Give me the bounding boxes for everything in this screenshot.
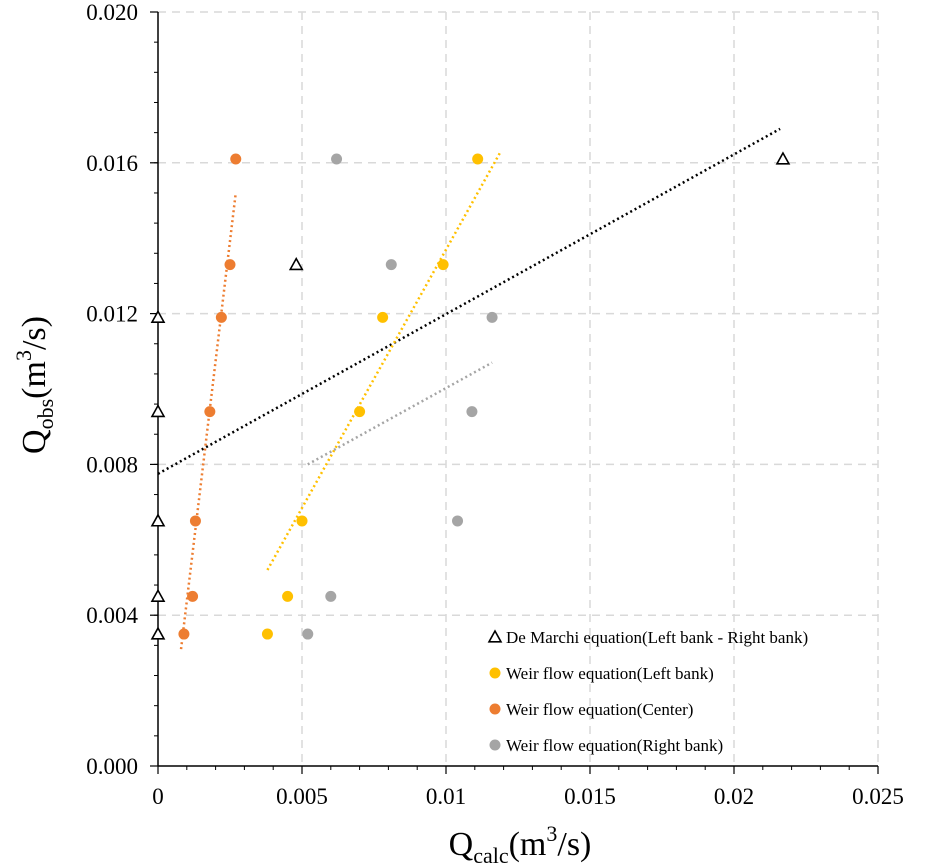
y-tick-label: 0.020 <box>86 0 138 25</box>
data-point-circle <box>331 153 343 165</box>
x-tick-label: 0.02 <box>714 784 754 809</box>
legend-label: Weir flow equation(Right bank) <box>506 736 723 755</box>
data-point-circle <box>452 515 464 527</box>
data-point-triangle <box>150 309 166 323</box>
data-point-circle <box>377 311 389 323</box>
legend-label: Weir flow equation(Left bank) <box>506 664 714 683</box>
data-point-circle <box>385 259 397 271</box>
data-point-circle <box>296 515 308 527</box>
data-point-circle <box>354 406 366 418</box>
data-point-circle <box>189 515 201 527</box>
x-axis-title: Qcalc(m3/s) <box>449 821 592 864</box>
axes <box>150 11 879 774</box>
data-points <box>150 151 791 640</box>
data-point-triangle <box>150 513 166 527</box>
data-point-circle <box>466 406 478 418</box>
x-tick-label: 0.01 <box>426 784 466 809</box>
y-tick-label: 0.004 <box>86 603 138 628</box>
data-point-circle <box>215 311 227 323</box>
legend-marker-triangle <box>487 629 503 643</box>
trendlines <box>157 127 781 650</box>
y-tick-label: 0.016 <box>86 151 138 176</box>
tick-labels: 0 0.005 0.01 0.015 0.02 0.025 0.000 0.004 0.008 0… <box>86 0 904 809</box>
data-point-triangle <box>150 626 166 640</box>
legend-label: Weir flow equation(Center) <box>506 700 693 719</box>
data-point-circle <box>282 590 294 602</box>
data-point-circle <box>230 153 242 165</box>
data-point-circle <box>486 311 498 323</box>
data-point-circle <box>204 406 216 418</box>
y-tick-label: 0.008 <box>86 452 138 477</box>
grid-lines <box>158 11 879 766</box>
data-point-circle <box>261 628 273 640</box>
data-point-circle <box>178 628 190 640</box>
legend-label: De Marchi equation(Left bank - Right ban… <box>506 628 808 647</box>
x-tick-label: 0.015 <box>564 784 616 809</box>
x-tick-label: 0 <box>152 784 164 809</box>
legend-marker-circle <box>489 667 501 679</box>
legend-marker-circle <box>489 739 501 751</box>
data-point-triangle <box>288 256 304 271</box>
legend: De Marchi equation(Left bank - Right ban… <box>487 628 808 755</box>
data-point-circle <box>325 590 337 602</box>
y-axis-title: Qobs(m3/s) <box>11 316 58 454</box>
y-tick-label: 0.000 <box>86 754 138 779</box>
x-tick-label: 0.025 <box>852 784 904 809</box>
data-point-circle <box>187 590 199 602</box>
data-point-circle <box>437 259 449 271</box>
data-point-circle <box>302 628 314 640</box>
data-point-triangle <box>775 151 791 165</box>
x-tick-label: 0.005 <box>276 784 328 809</box>
data-point-triangle <box>150 403 166 418</box>
trendline <box>307 361 493 466</box>
y-tick-label: 0.012 <box>86 302 138 327</box>
legend-marker-circle <box>489 703 501 715</box>
trendline <box>157 127 781 475</box>
trendline <box>179 192 238 650</box>
data-point-circle <box>224 259 236 271</box>
data-point-triangle <box>150 588 166 602</box>
data-point-circle <box>472 153 484 165</box>
